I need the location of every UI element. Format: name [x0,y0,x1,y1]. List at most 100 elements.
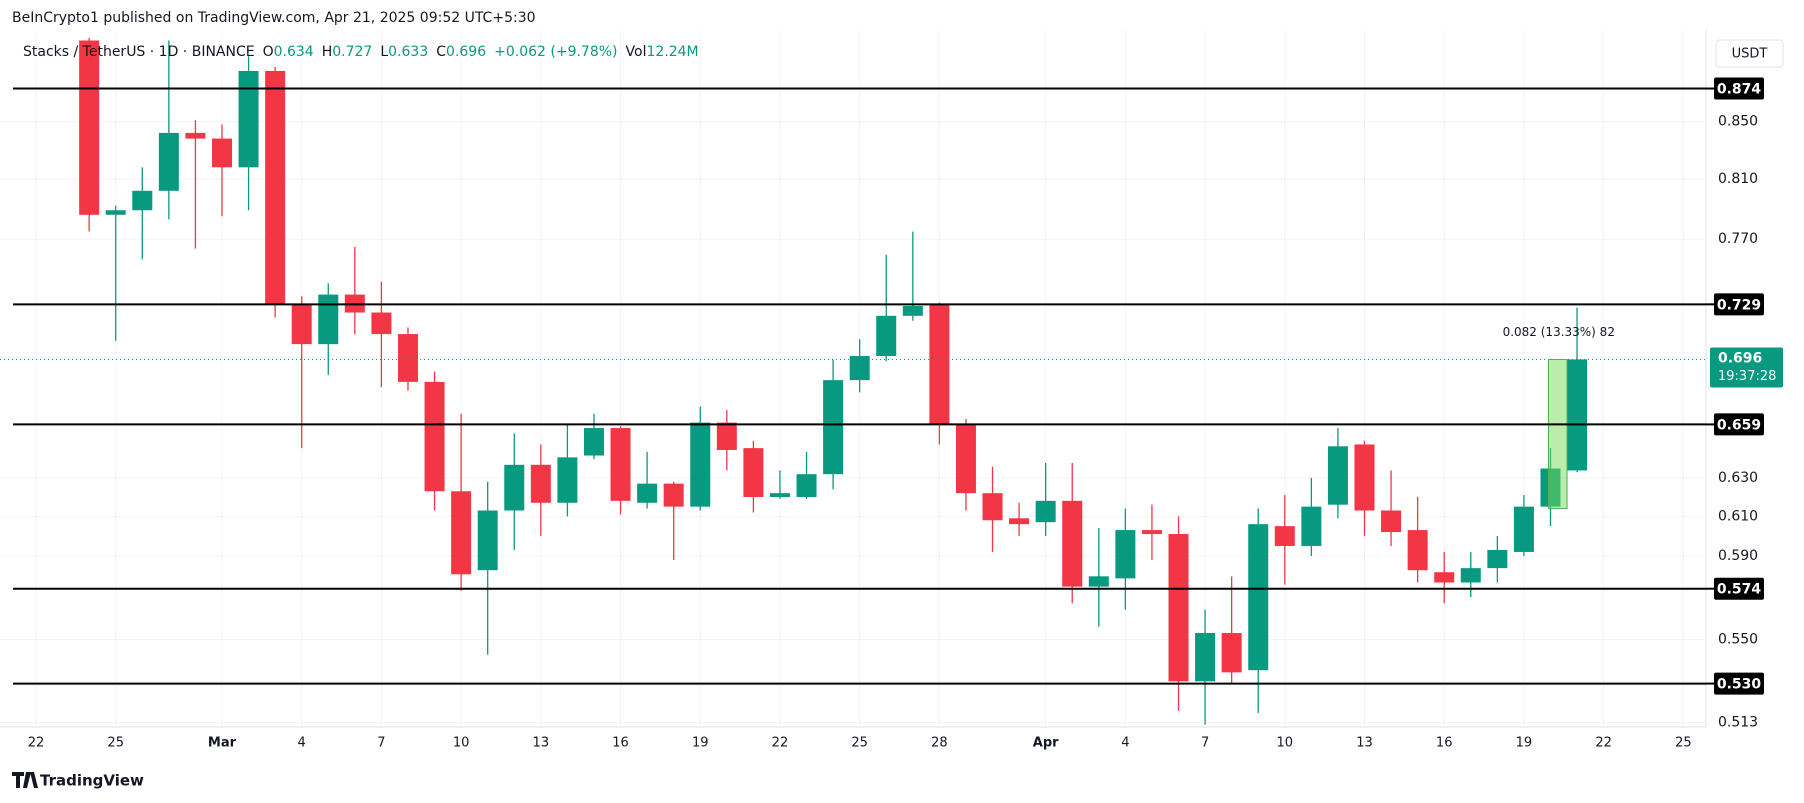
candle-body [583,428,604,456]
candle-body [265,70,286,305]
candle-body [318,294,339,345]
candle-body [211,138,232,168]
level-label: 0.659 [1717,417,1761,433]
x-tick-label: 4 [1121,736,1129,751]
y-tick-label: 0.850 [1718,114,1758,130]
candle-body [1195,633,1216,682]
x-tick-label: 7 [377,736,385,751]
candle-body [1434,572,1455,583]
ohlc-label: O [262,44,274,60]
last-price-label: 0.696 [1718,350,1762,366]
candle-body [371,312,392,335]
x-tick-label: 16 [612,736,629,751]
x-tick-label: 16 [1436,736,1453,751]
volume-value: 12.24M [646,44,699,60]
y-tick-label: 0.550 [1718,632,1758,648]
ohlc-label: L [380,44,389,60]
x-tick-label: 28 [931,736,948,751]
candle-body [504,464,525,511]
candle-body [1009,518,1030,525]
candle-body [1062,500,1083,587]
candle-body [610,428,631,501]
x-tick-label: Apr [1033,736,1059,751]
change: +0.062 (+9.78%) [494,44,618,60]
ohlc-value: 0.634 [273,44,314,60]
candle-body [823,380,844,475]
attribution: BeInCrypto1 published on TradingView.com… [12,10,536,26]
candle-body [876,315,897,357]
candle-body [849,356,870,381]
x-tick-label: 10 [453,736,470,751]
ohlc-value: 0.633 [388,44,429,60]
candle-body [1035,500,1056,523]
candle-body [477,510,498,571]
candle-body [1407,530,1428,571]
candle-body [185,132,206,139]
x-tick-label: 4 [298,736,306,751]
level-label: 0.574 [1717,582,1762,598]
ohlc-value: 0.696 [446,44,487,60]
candle-body [796,474,817,497]
candle-body [424,381,445,492]
y-tick-label: 0.630 [1718,470,1758,486]
x-tick-label: 25 [851,736,868,751]
candle-body [1567,359,1588,471]
candle-body [557,457,578,503]
candle-body [1141,530,1162,535]
level-label-box [1714,577,1764,600]
candle-body [902,305,923,316]
y-tick-label: 0.770 [1718,231,1758,247]
level-label-box [1714,672,1764,695]
candle-body [158,132,179,191]
measure-box [1547,358,1568,510]
x-tick-label: 13 [1356,736,1373,751]
candle-body [1221,633,1242,673]
footer-logo [12,772,38,788]
candle-body [716,422,737,450]
candle-body [769,493,790,497]
last-price-box [1710,347,1783,388]
currency-button[interactable] [1715,39,1784,68]
y-tick-label: 0.610 [1718,508,1758,524]
candle-body [663,483,684,507]
candle-body [1248,524,1269,671]
candle-body [1327,446,1348,505]
x-tick-label: 10 [1277,736,1294,751]
x-tick-label: 22 [28,736,45,751]
volume-label: Vol [625,44,647,60]
level-label: 0.729 [1717,297,1761,313]
x-tick-label: 13 [533,736,550,751]
y-tick-label: 0.513 [1718,714,1758,730]
ohlc-label: C [436,44,447,60]
candle-body [291,304,312,345]
y-tick-label: 0.590 [1718,548,1758,564]
footer-brand: TradingView [40,772,144,790]
level-label: 0.874 [1717,82,1762,98]
candle-body [955,424,976,494]
ohlc-label: H [321,44,333,60]
candle-body [743,448,764,497]
x-tick-label: 19 [1516,736,1533,751]
level-label-box [1714,293,1764,316]
level-label: 0.530 [1717,677,1762,693]
symbol: Stacks / TetherUS · 1D · BINANCE [23,44,255,60]
candle-body [1115,530,1136,579]
candle-body [982,493,1003,521]
candle-body [1168,534,1189,682]
measure-label: 0.082 (13.33%) 82 [1503,325,1615,339]
candle-body [397,334,418,382]
level-label-box [1714,413,1764,436]
candle-body [1460,568,1481,583]
candle-body [132,190,153,211]
candle-body [1381,510,1402,533]
currency-label[interactable]: USDT [1732,47,1768,62]
x-tick-label: 19 [692,736,709,751]
candle-body [105,210,126,215]
x-tick-label: 25 [1675,736,1692,751]
countdown-label: 19:37:28 [1718,369,1776,384]
x-tick-label: Mar [208,736,237,751]
candle-body [1301,506,1322,546]
candle-body [690,422,711,507]
axes: 22 25 Mar 4 7 10 13 16 19 22 25 28 Apr 4 7 10 13 16 19 22 25… [28,77,1783,751]
